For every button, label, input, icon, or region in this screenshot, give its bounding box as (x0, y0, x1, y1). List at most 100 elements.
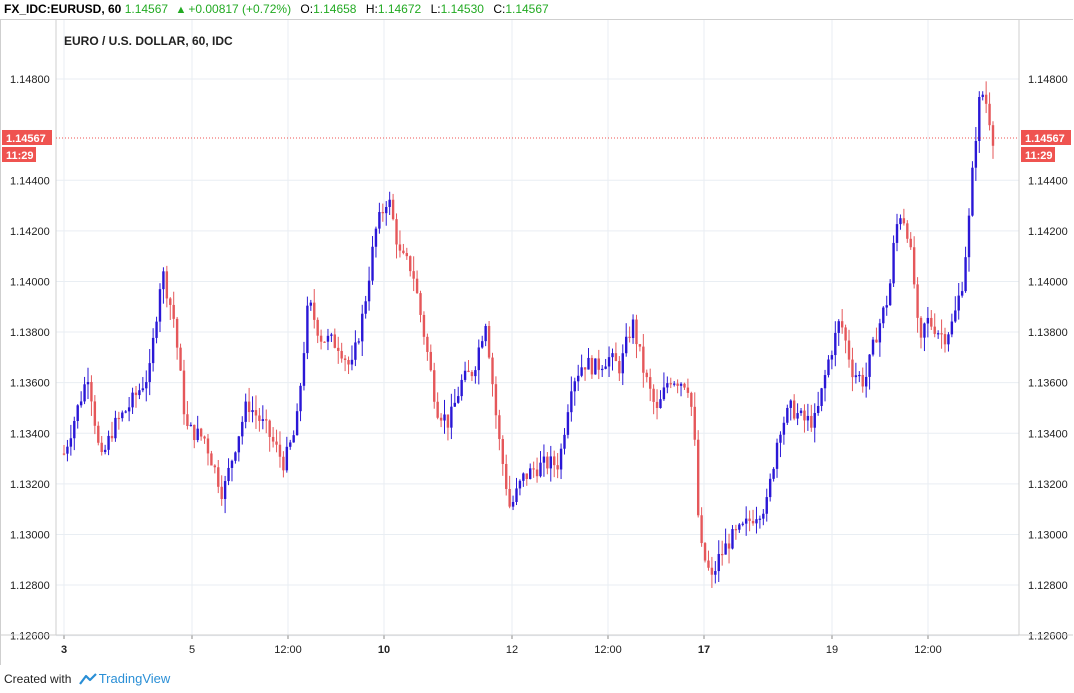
candle-up[interactable] (103, 449, 107, 453)
candle-down[interactable] (988, 103, 991, 126)
candle-up[interactable] (864, 376, 868, 387)
candle-up[interactable] (611, 353, 614, 358)
candle-down[interactable] (337, 347, 340, 351)
candle-up[interactable] (124, 411, 127, 413)
candle-down[interactable] (628, 336, 631, 339)
candle-down[interactable] (840, 321, 844, 328)
candle-up[interactable] (189, 424, 193, 427)
candle-down[interactable] (535, 469, 539, 477)
candle-up[interactable] (148, 363, 151, 383)
candle-up[interactable] (813, 412, 816, 428)
candle-up[interactable] (659, 399, 662, 408)
candle-up[interactable] (371, 246, 374, 281)
candle-down[interactable] (902, 218, 906, 224)
candle-down[interactable] (943, 334, 947, 345)
candle-down[interactable] (268, 420, 271, 437)
candle-up[interactable] (549, 456, 552, 469)
candle-down[interactable] (90, 381, 93, 402)
candle-up[interactable] (947, 334, 950, 345)
candle-up[interactable] (330, 334, 333, 336)
candle-up[interactable] (138, 390, 141, 396)
candle-down[interactable] (206, 438, 210, 454)
candle-down[interactable] (618, 361, 621, 374)
candle-up[interactable] (357, 341, 361, 343)
candle-down[interactable] (247, 401, 251, 413)
candle-up[interactable] (731, 529, 734, 549)
candle-down[interactable] (700, 515, 703, 544)
symbol-name[interactable]: FX_IDC:EURUSD, 60 (4, 2, 122, 16)
candle-up[interactable] (624, 336, 628, 354)
candle-up[interactable] (302, 353, 306, 386)
candle-up[interactable] (83, 384, 86, 402)
candle-down[interactable] (690, 392, 693, 407)
candle-down[interactable] (419, 293, 422, 315)
candle-up[interactable] (131, 392, 134, 408)
candle-up[interactable] (882, 307, 885, 324)
candle-down[interactable] (398, 244, 402, 251)
candle-up[interactable] (477, 347, 480, 371)
candle-down[interactable] (556, 465, 559, 470)
candle-down[interactable] (275, 441, 278, 445)
candle-down[interactable] (62, 453, 66, 455)
candle-up[interactable] (789, 400, 792, 408)
candle-up[interactable] (868, 354, 871, 377)
candle-down[interactable] (487, 325, 491, 358)
candle-up[interactable] (559, 448, 563, 470)
candle-down[interactable] (792, 400, 796, 419)
candle-down[interactable] (583, 367, 587, 370)
candle-down[interactable] (165, 271, 169, 299)
candle-up[interactable] (662, 387, 666, 400)
candle-down[interactable] (93, 401, 97, 426)
candle-down[interactable] (525, 473, 528, 479)
candle-down[interactable] (614, 353, 618, 362)
candle-up[interactable] (237, 436, 241, 453)
candle-up[interactable] (367, 280, 371, 302)
candle-down[interactable] (645, 372, 648, 378)
candle-up[interactable] (306, 305, 309, 354)
candle-up[interactable] (604, 366, 607, 369)
candle-up[interactable] (834, 332, 837, 356)
candle-up[interactable] (326, 335, 330, 342)
candle-down[interactable] (727, 543, 731, 549)
candle-down[interactable] (638, 344, 642, 347)
candle-up[interactable] (971, 167, 974, 216)
candle-down[interactable] (919, 317, 923, 338)
candle-down[interactable] (851, 359, 854, 378)
candle-up[interactable] (570, 391, 573, 413)
candle-down[interactable] (193, 424, 196, 441)
candle-up[interactable] (385, 206, 388, 214)
candle-up[interactable] (926, 317, 930, 324)
candle-up[interactable] (145, 382, 148, 389)
candle-down[interactable] (930, 317, 933, 327)
candle-up[interactable] (820, 388, 823, 406)
candle-up[interactable] (566, 412, 570, 435)
candle-down[interactable] (210, 453, 213, 466)
candle-down[interactable] (686, 387, 690, 393)
candle-down[interactable] (597, 358, 600, 370)
candle-up[interactable] (563, 434, 566, 449)
candle-down[interactable] (703, 543, 707, 561)
candle-down[interactable] (546, 456, 549, 469)
candle-down[interactable] (175, 318, 179, 348)
candle-up[interactable] (768, 478, 772, 498)
candle-up[interactable] (481, 341, 484, 348)
candle-up[interactable] (827, 359, 830, 376)
candle-up[interactable] (786, 407, 789, 423)
candle-up[interactable] (158, 289, 162, 322)
tradingview-logo-icon[interactable] (78, 672, 97, 689)
candle-up[interactable] (261, 419, 265, 422)
candle-up[interactable] (107, 435, 110, 450)
candle-up[interactable] (73, 421, 76, 439)
candle-up[interactable] (885, 305, 888, 308)
candle-up[interactable] (957, 295, 960, 311)
candle-down[interactable] (340, 350, 343, 359)
candle-up[interactable] (587, 357, 590, 370)
candle-up[interactable] (755, 519, 758, 524)
candle-down[interactable] (433, 370, 436, 402)
candle-down[interactable] (179, 347, 182, 371)
candle-down[interactable] (100, 442, 103, 453)
candle-up[interactable] (141, 388, 145, 391)
candle-up[interactable] (899, 218, 902, 225)
candle-up[interactable] (950, 321, 954, 335)
candle-up[interactable] (443, 414, 446, 421)
